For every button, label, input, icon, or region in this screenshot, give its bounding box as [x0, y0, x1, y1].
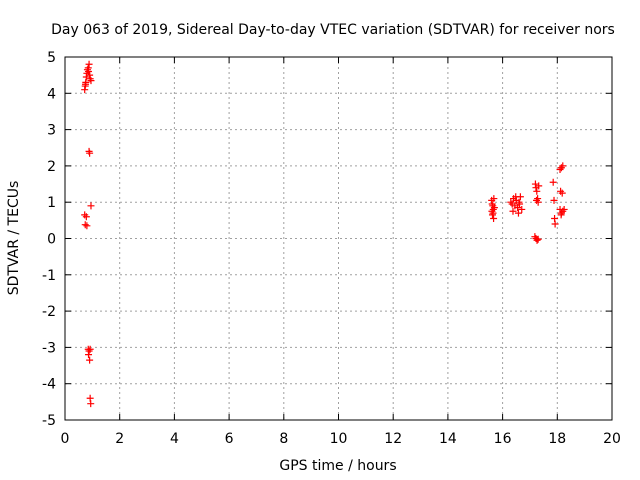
- data-point: [551, 220, 559, 228]
- y-tick-label: -3: [42, 340, 56, 356]
- data-point: [81, 221, 89, 229]
- x-axis-label: GPS time / hours: [279, 458, 396, 474]
- data-point: [549, 178, 557, 186]
- data-point: [533, 196, 541, 204]
- y-tick-label: 3: [47, 123, 56, 139]
- y-tick-label: -1: [42, 268, 56, 284]
- y-tick-label: 4: [47, 86, 56, 102]
- y-tick-label: 1: [47, 195, 56, 211]
- plot-frame: [64, 56, 613, 421]
- y-tick-label: 5: [47, 50, 56, 66]
- data-point: [85, 351, 93, 359]
- data-point: [82, 80, 90, 88]
- x-tick-label: 8: [279, 431, 288, 447]
- data-point: [550, 196, 558, 204]
- chart-title: Day 063 of 2019, Sidereal Day-to-day VTE…: [51, 22, 615, 38]
- x-tick-label: 14: [439, 431, 457, 447]
- data-point: [82, 213, 90, 221]
- y-tick-label: 2: [47, 159, 56, 175]
- data-point: [516, 200, 524, 208]
- x-tick-label: 20: [603, 431, 621, 447]
- data-point: [559, 162, 567, 170]
- y-tick-label: -2: [42, 304, 56, 320]
- data-point: [87, 202, 95, 210]
- data-point: [533, 236, 541, 244]
- data-point: [557, 211, 565, 219]
- data-point: [490, 195, 498, 203]
- data-point: [533, 187, 541, 195]
- data-point: [518, 205, 526, 213]
- y-tick-labels: -5 -4 -3 -2 -1 0 1 2 3 4 5: [42, 50, 56, 429]
- data-point: [509, 207, 517, 215]
- data-point: [86, 149, 94, 157]
- y-tick-label: -4: [42, 377, 56, 393]
- data-point: [514, 204, 522, 212]
- x-tick-label: 0: [61, 431, 70, 447]
- data-point: [488, 207, 496, 215]
- data-point: [86, 356, 94, 364]
- x-tick-label: 18: [548, 431, 566, 447]
- x-tick-label: 10: [330, 431, 348, 447]
- data-point: [86, 345, 94, 353]
- data-point: [490, 204, 498, 212]
- data-point: [560, 205, 568, 213]
- x-tick-labels: 0 2 4 6 8 10 12 14 16 18 20: [61, 431, 621, 447]
- data-point: [85, 68, 93, 76]
- data-point: [514, 209, 522, 217]
- x-tick-label: 16: [494, 431, 512, 447]
- y-tick-label: -5: [42, 413, 56, 429]
- data-point: [87, 400, 95, 408]
- x-tick-label: 6: [225, 431, 234, 447]
- data-point: [85, 60, 93, 68]
- data-point: [87, 77, 95, 85]
- data-point: [512, 193, 520, 201]
- x-tick-label: 4: [170, 431, 179, 447]
- data-points: [81, 60, 568, 408]
- x-tick-label: 12: [384, 431, 402, 447]
- data-point: [534, 235, 542, 243]
- data-point: [558, 189, 566, 197]
- x-tick-label: 2: [115, 431, 124, 447]
- data-point: [490, 215, 498, 223]
- data-point: [83, 222, 91, 230]
- y-axis-label: SDTVAR / TECUs: [6, 181, 22, 296]
- data-point: [535, 182, 543, 190]
- y-tick-label: 0: [47, 232, 56, 248]
